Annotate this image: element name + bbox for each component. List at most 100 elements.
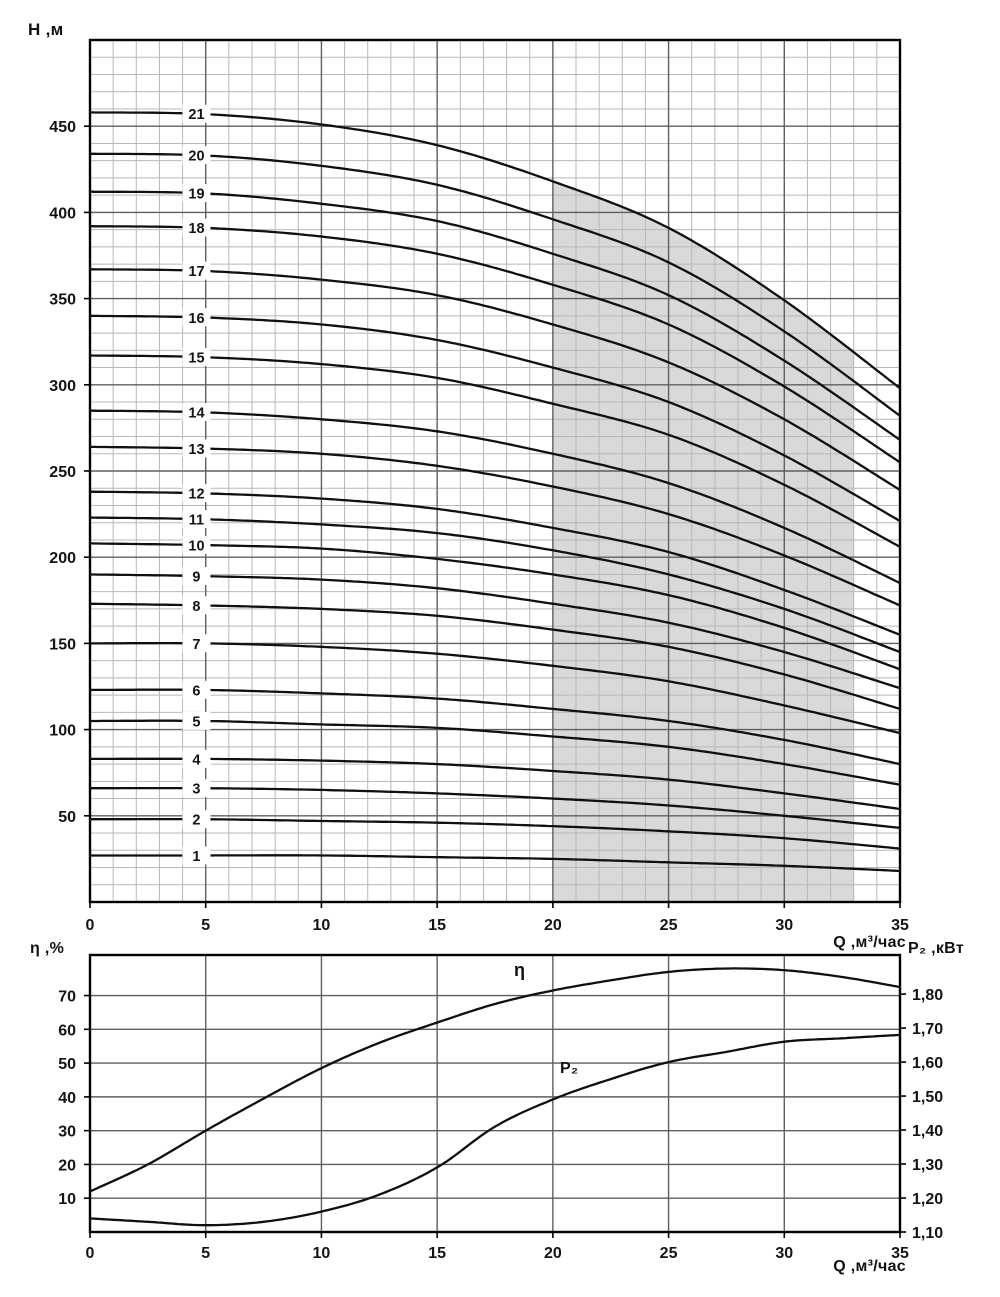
eta-curve [88, 967, 902, 1193]
x-tick-label: 10 [313, 1245, 331, 1262]
head-curve-stage-7 [88, 641, 902, 735]
stage-label-2: 2 [192, 813, 200, 829]
head-curve-stage-11 [88, 516, 902, 654]
eta-tick-label: 30 [58, 1124, 76, 1141]
p2-curve [88, 1033, 902, 1227]
stage-label-16: 16 [188, 311, 204, 327]
stage-label-bg [182, 439, 211, 458]
stage-label-bg [182, 596, 211, 615]
head-curve-stage-3 [88, 786, 902, 830]
head-curve-stage-15 [88, 354, 902, 549]
stage-label-bg [182, 566, 211, 585]
stage-label-bg [182, 680, 211, 699]
x-tick-label: 20 [544, 1245, 562, 1262]
p2-tick-label: 1,20 [912, 1191, 943, 1208]
x-tick-label: 5 [201, 1245, 210, 1262]
stage-label-bg [182, 749, 211, 768]
stage-label-12: 12 [188, 487, 204, 503]
head-curve-stage-1 [88, 854, 902, 873]
p2-tick-label: 1,40 [912, 1123, 943, 1140]
x-tick-label: 35 [891, 1245, 909, 1262]
stage-label-bg [182, 308, 211, 327]
flow-axis-title-top: Q ,м³/час [833, 934, 906, 951]
head-curve-stage-16 [88, 314, 902, 523]
stage-label-bg [182, 347, 211, 366]
recommended-operating-range [552, 181, 854, 902]
head-curve-stage-18 [88, 225, 902, 464]
y-tick-label: 450 [49, 119, 76, 136]
x-tick-label: 0 [86, 917, 95, 934]
stage-label-19: 19 [188, 187, 204, 203]
stage-label-14: 14 [188, 406, 204, 422]
eta-tick-label: 70 [58, 989, 76, 1006]
stage-label-1: 1 [192, 849, 200, 865]
x-tick-label: 20 [544, 917, 562, 934]
stage-label-bg [182, 104, 211, 123]
stage-label-bg [182, 146, 211, 165]
y-tick-label: 350 [49, 292, 76, 309]
eta-tick-label: 50 [58, 1056, 76, 1073]
stage-label-9: 9 [192, 569, 200, 585]
head-curve-stage-9 [88, 573, 902, 690]
power-axis-title: P₂ ,кВт [908, 940, 964, 957]
head-curve-stage-14 [88, 409, 902, 585]
x-tick-label: 25 [660, 1245, 678, 1262]
stage-label-17: 17 [188, 264, 204, 280]
flow-axis-title-bottom: Q ,м³/час [833, 1258, 906, 1275]
stage-label-13: 13 [188, 442, 204, 458]
stage-label-bg [182, 510, 211, 529]
x-tick-label: 10 [313, 917, 331, 934]
x-tick-label: 30 [775, 1245, 793, 1262]
stage-label-21: 21 [188, 107, 204, 123]
p2-tick-label: 1,10 [912, 1225, 943, 1242]
head-curve-stage-10 [88, 542, 902, 671]
stage-label-bg [182, 261, 211, 280]
head-curve-stage-6 [88, 688, 902, 766]
eta-tick-label: 10 [58, 1191, 76, 1208]
stage-label-4: 4 [192, 752, 200, 768]
stage-label-bg [182, 810, 211, 829]
x-tick-label: 25 [660, 917, 678, 934]
stage-label-5: 5 [192, 714, 200, 730]
p2-tick-label: 1,70 [912, 1021, 943, 1038]
stage-label-bg [182, 535, 211, 554]
stage-label-3: 3 [192, 782, 200, 798]
stage-label-7: 7 [192, 637, 200, 653]
stage-label-bg [182, 184, 211, 203]
eta-tick-label: 40 [58, 1090, 76, 1107]
stage-label-bg [182, 779, 211, 798]
stage-label-8: 8 [192, 599, 200, 615]
stage-label-bg [182, 403, 211, 422]
y-tick-label: 50 [58, 809, 76, 826]
y-tick-label: 300 [49, 378, 76, 395]
head-curve-stage-20 [88, 152, 902, 417]
stage-label-20: 20 [188, 149, 204, 165]
bottom-chart-frame [88, 953, 902, 1234]
head-curve-stage-17 [88, 268, 902, 492]
y-tick-label: 200 [49, 550, 76, 567]
power-curve-label: P₂ [560, 1060, 579, 1077]
x-tick-label: 15 [428, 917, 446, 934]
eta-tick-label: 20 [58, 1157, 76, 1174]
stage-label-bg [182, 484, 211, 503]
stage-label-11: 11 [189, 513, 204, 529]
head-curve-stage-21 [88, 111, 902, 390]
y-tick-label: 150 [49, 636, 76, 653]
p2-tick-label: 1,80 [912, 987, 943, 1004]
eta-tick-label: 60 [58, 1022, 76, 1039]
p2-tick-label: 1,60 [912, 1055, 943, 1072]
head-curve-stage-8 [88, 602, 902, 711]
x-tick-label: 30 [775, 917, 793, 934]
y-tick-label: 100 [49, 723, 76, 740]
stage-label-10: 10 [188, 538, 204, 554]
head-curve-stage-5 [88, 719, 902, 786]
stage-label-18: 18 [188, 221, 204, 237]
x-tick-label: 5 [201, 917, 210, 934]
p2-tick-label: 1,50 [912, 1089, 943, 1106]
efficiency-axis-title: η ,% [30, 940, 65, 957]
p2-tick-label: 1,30 [912, 1157, 943, 1174]
stage-label-6: 6 [192, 683, 200, 699]
head-axis-title: Н ,м [28, 20, 64, 39]
